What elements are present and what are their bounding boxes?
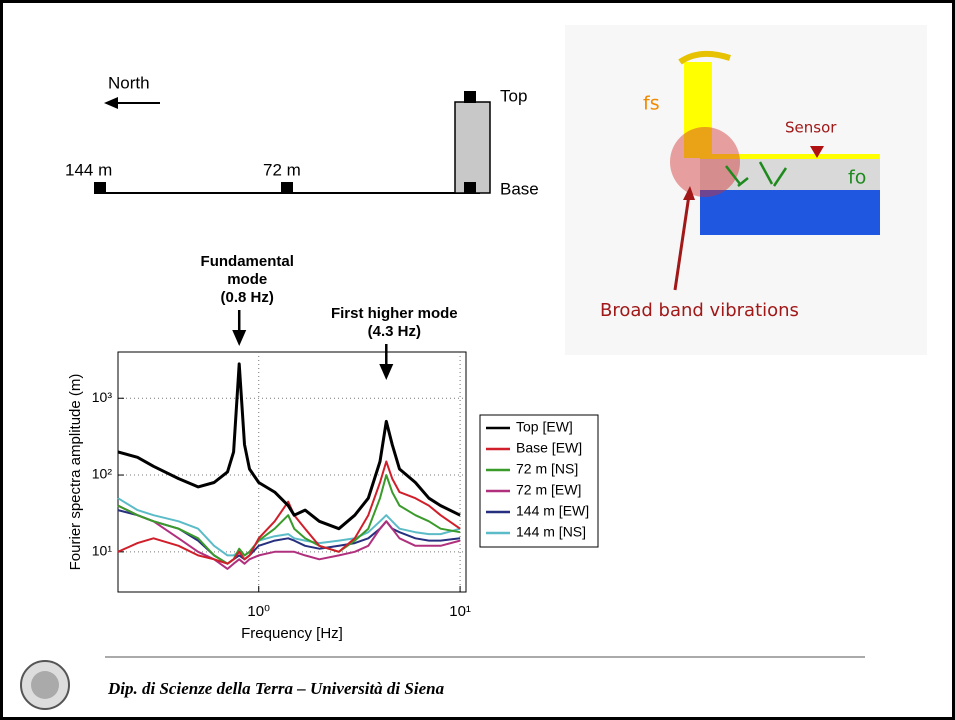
soil-layer	[700, 158, 880, 190]
north-label: North	[108, 73, 150, 92]
legend-label: 72 m [NS]	[516, 461, 578, 477]
station-label: 72 m	[263, 160, 301, 179]
legend-label: 144 m [EW]	[516, 503, 589, 519]
building	[454, 101, 491, 194]
series-line	[117, 362, 461, 531]
north-arrowhead	[104, 97, 118, 109]
top-label: Top	[500, 86, 527, 105]
sensor-label: Sensor	[785, 119, 837, 137]
annotation-text: (0.8 Hz)	[221, 289, 274, 306]
x-axis-label: Frequency [Hz]	[241, 625, 343, 642]
annotation-text: mode	[227, 271, 267, 288]
wave-arrows	[725, 161, 788, 187]
annotation-arrowhead	[232, 330, 247, 346]
annotation-text: First higher mode	[331, 305, 458, 322]
coupling-zone	[670, 127, 740, 197]
y-axis-label: Fourier spectra amplitude (m)	[67, 374, 84, 571]
x-tick-label: 10¹	[449, 603, 471, 620]
legend-label: Top [EW]	[516, 419, 573, 435]
legend-label: 144 m [NS]	[516, 524, 586, 540]
footer: Dip. di Scienze della Terra – Università…	[20, 656, 865, 710]
footer-text: Dip. di Scienze della Terra – Università…	[107, 679, 445, 698]
series-line	[117, 474, 461, 565]
sensor-marker	[810, 146, 824, 158]
x-tick-label: 10⁰	[247, 603, 270, 620]
station-label: 144 m	[65, 160, 112, 179]
vibration-diagram: fs Sensor fo Broad band vibrations	[565, 25, 927, 355]
spectrum-chart: 10⁰ 10¹ 10¹ 10² 10³ Frequency [Hz] Fourier spe…	[67, 253, 599, 642]
station-marker	[281, 182, 293, 194]
caption: Broad band vibrations	[600, 300, 799, 321]
station-marker	[464, 91, 476, 103]
legend-label: Base [EW]	[516, 440, 582, 456]
annotation-text: Fundamental	[201, 253, 294, 270]
y-tick-label: 10³	[92, 389, 113, 405]
caption-arrow	[673, 194, 691, 291]
series-line	[117, 497, 461, 557]
ground-surface	[700, 154, 880, 159]
station-marker	[464, 182, 476, 194]
series-line	[117, 504, 461, 570]
station-marker	[94, 182, 106, 194]
caption-arrowhead	[683, 186, 695, 200]
fo-label: fo	[848, 167, 866, 189]
fs-label: fs	[643, 93, 660, 115]
annotation-text: (4.3 Hz)	[368, 323, 421, 340]
site-diagram: North 144 m 72 m Top Base	[65, 73, 539, 198]
university-seal-center	[31, 671, 59, 699]
annotation-arrowhead	[379, 364, 394, 380]
base-label: Base	[500, 179, 539, 198]
rotation-arrow	[678, 50, 731, 65]
tower	[684, 62, 712, 158]
bedrock-layer	[700, 190, 880, 235]
legend-label: 72 m [EW]	[516, 482, 581, 498]
legend-box	[479, 414, 599, 548]
y-tick-label: 10¹	[92, 543, 113, 559]
y-tick-label: 10²	[92, 466, 113, 482]
plot-area	[117, 351, 467, 593]
